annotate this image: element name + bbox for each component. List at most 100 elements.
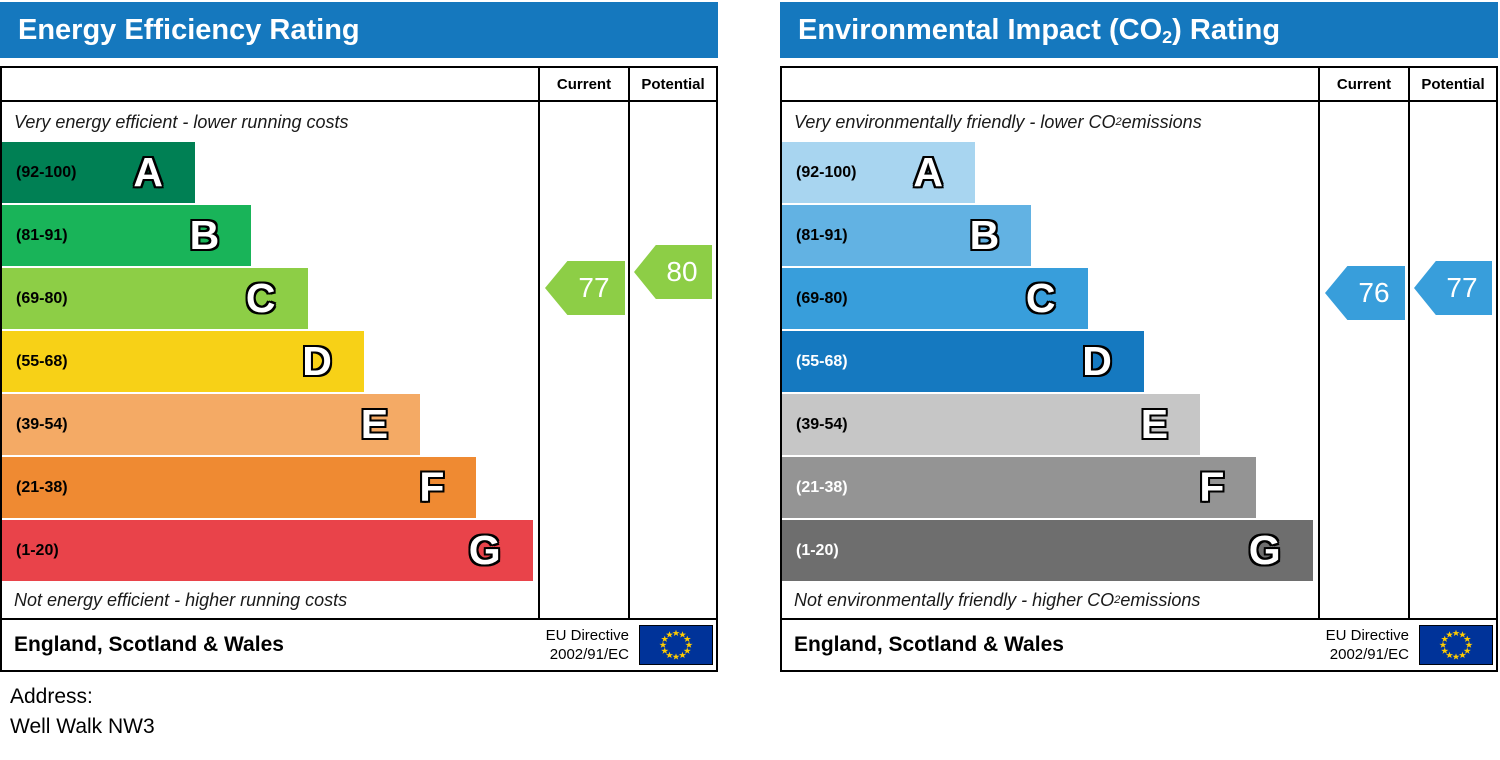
column-header-row: Current Potential xyxy=(782,68,1496,102)
chart-footer: England, Scotland & Wales EU Directive 2… xyxy=(2,618,716,670)
current-column: 76 xyxy=(1318,102,1408,618)
band-range: (55-68) xyxy=(16,352,68,370)
band-letter: C xyxy=(1025,275,1056,321)
chart-title: Environmental Impact (CO2) Rating xyxy=(780,2,1498,58)
band-f: (21-38) F xyxy=(782,457,1257,518)
band-range: (39-54) xyxy=(796,415,848,433)
band-e: (39-54) E xyxy=(2,394,421,455)
current-column-header: Current xyxy=(538,68,628,100)
region-label: England, Scotland & Wales xyxy=(794,633,1064,656)
band-range: (69-80) xyxy=(796,289,848,307)
rating-body: Very environmentally friendly - lower CO… xyxy=(782,102,1496,618)
band-letter: E xyxy=(360,401,389,447)
band-letter: D xyxy=(1082,338,1112,384)
current-column-header: Current xyxy=(1318,68,1408,100)
energy-efficiency-rating-chart: Energy Efficiency Rating Current Potenti… xyxy=(0,2,718,672)
environmental-impact-rating-chart: Environmental Impact (CO2) Rating Curren… xyxy=(780,2,1498,672)
band-letter: G xyxy=(468,527,501,573)
band-d: (55-68) D xyxy=(782,331,1144,392)
band-letter: F xyxy=(419,464,445,510)
chart-footer: England, Scotland & Wales EU Directive 2… xyxy=(782,618,1496,670)
top-note-text: Very environmentally friendly - lower CO xyxy=(794,111,1116,132)
band-range: (92-100) xyxy=(16,163,77,181)
top-note-subscript: 2 xyxy=(1115,116,1122,128)
band-letter: F xyxy=(1199,464,1225,510)
band-letter: G xyxy=(1248,527,1281,573)
bottom-note: Not energy efficient - higher running co… xyxy=(2,583,538,617)
band-range: (92-100) xyxy=(796,163,857,181)
band-letter: B xyxy=(189,212,220,258)
bands-zone: Very energy efficient - lower running co… xyxy=(2,102,538,618)
chart-title-subscript: 2 xyxy=(1162,26,1173,47)
band-letter: A xyxy=(133,149,163,195)
chart-title-suffix: ) Rating xyxy=(1172,14,1281,46)
band-c: (69-80) C xyxy=(782,268,1088,329)
current-rating-arrow: 77 xyxy=(545,261,625,315)
bottom-note-subscript: 2 xyxy=(1114,594,1121,606)
band-range: (39-54) xyxy=(16,415,68,433)
bottom-note: Not environmentally friendly - higher CO… xyxy=(782,583,1318,617)
address-label: Address: xyxy=(10,685,93,708)
band-range: (81-91) xyxy=(16,226,68,244)
band-d: (55-68) D xyxy=(2,331,364,392)
top-note: Very environmentally friendly - lower CO… xyxy=(782,102,1318,142)
current-rating-value: 77 xyxy=(578,272,610,303)
potential-column-header: Potential xyxy=(628,68,716,100)
band-range: (21-38) xyxy=(796,478,848,496)
band-range: (69-80) xyxy=(16,289,68,307)
eu-directive-line2: 2002/91/EC xyxy=(1329,646,1409,663)
band-letter: E xyxy=(1140,401,1169,447)
band-letter: C xyxy=(245,275,276,321)
band-letter: A xyxy=(913,149,943,195)
bands-zone: Very environmentally friendly - lower CO… xyxy=(782,102,1318,618)
band-f: (21-38) F xyxy=(2,457,477,518)
potential-rating-arrow: 77 xyxy=(1414,261,1492,315)
potential-rating-value: 77 xyxy=(1446,272,1478,303)
band-range: (21-38) xyxy=(16,478,68,496)
band-b: (81-91) B xyxy=(782,205,1032,266)
top-note-suffix: emissions xyxy=(1121,111,1202,132)
band-g: (1-20) G xyxy=(782,520,1313,581)
eu-directive-label: EU Directive 2002/91/EC xyxy=(546,626,629,665)
band-g: (1-20) G xyxy=(2,520,533,581)
rating-table: Current Potential Very energy efficient … xyxy=(0,66,718,672)
band-b: (81-91) B xyxy=(2,205,252,266)
eu-directive-line2: 2002/91/EC xyxy=(549,646,629,663)
top-note: Very energy efficient - lower running co… xyxy=(2,102,538,142)
band-e: (39-54) E xyxy=(782,394,1201,455)
current-rating-value: 76 xyxy=(1358,277,1390,308)
column-header-row: Current Potential xyxy=(2,68,716,102)
eu-flag-icon xyxy=(639,625,713,665)
eu-directive-line1: EU Directive xyxy=(545,626,629,644)
band-a: (92-100) A xyxy=(782,142,975,203)
eu-directive-line1: EU Directive xyxy=(1325,626,1409,644)
potential-column-header: Potential xyxy=(1408,68,1496,100)
band-a: (92-100) A xyxy=(2,142,195,203)
current-column: 77 xyxy=(538,102,628,618)
rating-table: Current Potential Very environmentally f… xyxy=(780,66,1498,672)
potential-column: 77 xyxy=(1408,102,1496,618)
chart-title-text: Energy Efficiency Rating xyxy=(18,14,360,46)
current-rating-arrow: 76 xyxy=(1325,266,1405,320)
bottom-note-suffix: emissions xyxy=(1120,589,1201,610)
chart-title: Energy Efficiency Rating xyxy=(0,2,718,58)
band-c: (69-80) C xyxy=(2,268,308,329)
column-header-spacer xyxy=(782,68,1318,100)
address-block: Address: Well Walk NW3 xyxy=(10,682,155,743)
potential-rating-value: 80 xyxy=(666,256,698,287)
band-range: (81-91) xyxy=(796,226,848,244)
rating-body: Very energy efficient - lower running co… xyxy=(2,102,716,618)
band-range: (1-20) xyxy=(16,541,59,559)
band-letter: D xyxy=(302,338,332,384)
potential-column: 80 xyxy=(628,102,716,618)
bottom-note-text: Not energy efficient - higher running co… xyxy=(14,589,348,610)
address-value: Well Walk NW3 xyxy=(10,715,155,739)
band-letter: B xyxy=(969,212,1000,258)
column-header-spacer xyxy=(2,68,538,100)
eu-directive-label: EU Directive 2002/91/EC xyxy=(1326,626,1409,665)
potential-rating-arrow: 80 xyxy=(634,245,712,299)
chart-title-text: Environmental Impact (CO xyxy=(798,14,1163,46)
band-range: (1-20) xyxy=(796,541,839,559)
region-label: England, Scotland & Wales xyxy=(14,633,284,656)
band-range: (55-68) xyxy=(796,352,848,370)
